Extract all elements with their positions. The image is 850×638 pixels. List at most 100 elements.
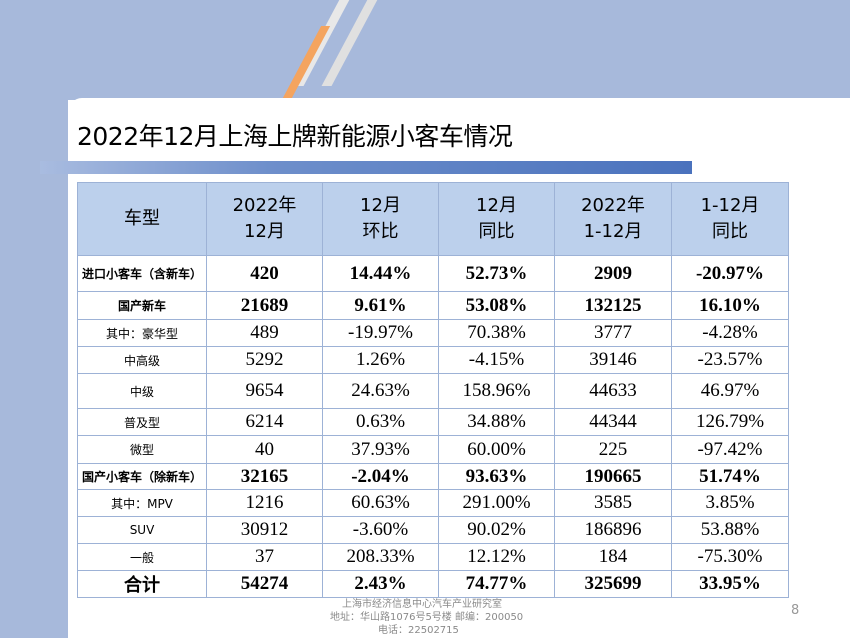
table-header-row: 车型 2022年 12月 12月 环比 12月 同比 2022年 1-12月 1-12月… bbox=[77, 182, 789, 256]
table-cell: -75.30% bbox=[671, 543, 789, 571]
table-cell: 39146 bbox=[554, 346, 672, 374]
row-label: 微型 bbox=[77, 435, 207, 464]
slide-footer: 上海市经济信息中心汽车产业研究室 地址：华山路1076号5号楼 邮编：20005… bbox=[330, 598, 560, 637]
table-cell: -2.04% bbox=[322, 463, 439, 490]
table-cell: 46.97% bbox=[671, 373, 789, 409]
table-row: 国产小客车（除新车） 32165 -2.04% 93.63% 190665 51… bbox=[77, 463, 789, 490]
table-cell: 225 bbox=[554, 435, 672, 464]
table-cell: 34.88% bbox=[438, 408, 555, 436]
table-cell: -4.28% bbox=[671, 319, 789, 347]
table-cell: 158.96% bbox=[438, 373, 555, 409]
table-cell: 37.93% bbox=[322, 435, 439, 464]
table-cell: 51.74% bbox=[671, 463, 789, 490]
table-cell: 90.02% bbox=[438, 516, 555, 544]
table-cell: -20.97% bbox=[671, 255, 789, 292]
table-cell: 190665 bbox=[554, 463, 672, 490]
table-cell: 12.12% bbox=[438, 543, 555, 571]
table-row: 普及型 6214 0.63% 34.88% 44344 126.79% bbox=[77, 408, 789, 436]
row-label: 普及型 bbox=[77, 408, 207, 436]
header-cell-dec-2022: 2022年 12月 bbox=[206, 182, 323, 256]
table-cell: 6214 bbox=[206, 408, 323, 436]
table-cell: 30912 bbox=[206, 516, 323, 544]
table-cell: -4.15% bbox=[438, 346, 555, 374]
table-cell: 32165 bbox=[206, 463, 323, 490]
table-row: SUV 30912 -3.60% 90.02% 186896 53.88% bbox=[77, 516, 789, 544]
table-row: 进口小客车（含新车） 420 14.44% 52.73% 2909 -20.97… bbox=[77, 255, 789, 292]
footer-address: 地址：华山路1076号5号楼 邮编：200050 bbox=[330, 612, 524, 623]
header-cell-yoy: 12月 同比 bbox=[438, 182, 555, 256]
table-row: 一般 37 208.33% 12.12% 184 -75.30% bbox=[77, 543, 789, 571]
table-row: 微型 40 37.93% 60.00% 225 -97.42% bbox=[77, 435, 789, 464]
table-cell: 44344 bbox=[554, 408, 672, 436]
table-cell: 1216 bbox=[206, 489, 323, 517]
row-label: 其中：豪华型 bbox=[77, 319, 207, 347]
table-cell: 420 bbox=[206, 255, 323, 292]
table-cell: 3.85% bbox=[671, 489, 789, 517]
table-row-total: 合计 54274 2.43% 74.77% 325699 33.95% bbox=[77, 570, 789, 598]
row-label: 国产新车 bbox=[77, 291, 207, 320]
row-label: 一般 bbox=[77, 543, 207, 571]
footer-org: 上海市经济信息中心汽车产业研究室 bbox=[342, 599, 502, 610]
table-row: 中高级 5292 1.26% -4.15% 39146 -23.57% bbox=[77, 346, 789, 374]
table-cell: 37 bbox=[206, 543, 323, 571]
header-cell-ytd-yoy: 1-12月 同比 bbox=[671, 182, 789, 256]
table-cell: 3777 bbox=[554, 319, 672, 347]
table-cell: -97.42% bbox=[671, 435, 789, 464]
table-cell: 16.10% bbox=[671, 291, 789, 320]
table-cell: 9654 bbox=[206, 373, 323, 409]
table-cell: 2909 bbox=[554, 255, 672, 292]
header-cell-vehicle-type: 车型 bbox=[77, 182, 207, 256]
row-label: 中级 bbox=[77, 373, 207, 409]
table-cell: 60.63% bbox=[322, 489, 439, 517]
table-cell: 14.44% bbox=[322, 255, 439, 292]
table-row: 中级 9654 24.63% 158.96% 44633 46.97% bbox=[77, 373, 789, 409]
table-cell: -23.57% bbox=[671, 346, 789, 374]
table-cell: 44633 bbox=[554, 373, 672, 409]
table-cell: 0.63% bbox=[322, 408, 439, 436]
table-cell: 489 bbox=[206, 319, 323, 347]
table-cell: 53.88% bbox=[671, 516, 789, 544]
top-decor-band bbox=[68, 0, 850, 100]
page-number: 8 bbox=[791, 603, 800, 618]
header-cell-mom: 12月 环比 bbox=[322, 182, 439, 256]
left-decor-band bbox=[0, 0, 68, 638]
table-cell: 52.73% bbox=[438, 255, 555, 292]
header-cell-ytd-2022: 2022年 1-12月 bbox=[554, 182, 672, 256]
row-label: 进口小客车（含新车） bbox=[77, 255, 207, 292]
table-cell: 21689 bbox=[206, 291, 323, 320]
table-cell: 184 bbox=[554, 543, 672, 571]
table-cell: 93.63% bbox=[438, 463, 555, 490]
title-underline-bar bbox=[40, 161, 692, 174]
table-cell: 40 bbox=[206, 435, 323, 464]
slide-title: 2022年12月上海上牌新能源小客车情况 bbox=[77, 122, 513, 151]
table-cell: 74.77% bbox=[438, 570, 555, 598]
vehicle-data-table: 车型 2022年 12月 12月 环比 12月 同比 2022年 1-12月 1-12月… bbox=[77, 182, 789, 598]
footer-phone: 电话：22502715 bbox=[378, 625, 459, 636]
table-cell: 5292 bbox=[206, 346, 323, 374]
table-cell: 53.08% bbox=[438, 291, 555, 320]
table-row: 其中：MPV 1216 60.63% 291.00% 3585 3.85% bbox=[77, 489, 789, 517]
table-cell: 132125 bbox=[554, 291, 672, 320]
table-cell: 3585 bbox=[554, 489, 672, 517]
table-row: 国产新车 21689 9.61% 53.08% 132125 16.10% bbox=[77, 291, 789, 320]
row-label: 国产小客车（除新车） bbox=[77, 463, 207, 490]
table-cell: -19.97% bbox=[322, 319, 439, 347]
row-label: 其中：MPV bbox=[77, 489, 207, 517]
table-cell: 33.95% bbox=[671, 570, 789, 598]
table-cell: 60.00% bbox=[438, 435, 555, 464]
table-cell: -3.60% bbox=[322, 516, 439, 544]
table-row: 其中：豪华型 489 -19.97% 70.38% 3777 -4.28% bbox=[77, 319, 789, 347]
row-label: SUV bbox=[77, 516, 207, 544]
table-cell: 9.61% bbox=[322, 291, 439, 320]
table-cell: 126.79% bbox=[671, 408, 789, 436]
table-cell: 186896 bbox=[554, 516, 672, 544]
table-cell: 70.38% bbox=[438, 319, 555, 347]
row-label: 中高级 bbox=[77, 346, 207, 374]
table-cell: 1.26% bbox=[322, 346, 439, 374]
table-cell: 24.63% bbox=[322, 373, 439, 409]
table-cell: 208.33% bbox=[322, 543, 439, 571]
row-label: 合计 bbox=[77, 570, 207, 598]
table-cell: 325699 bbox=[554, 570, 672, 598]
table-cell: 54274 bbox=[206, 570, 323, 598]
table-cell: 2.43% bbox=[322, 570, 439, 598]
